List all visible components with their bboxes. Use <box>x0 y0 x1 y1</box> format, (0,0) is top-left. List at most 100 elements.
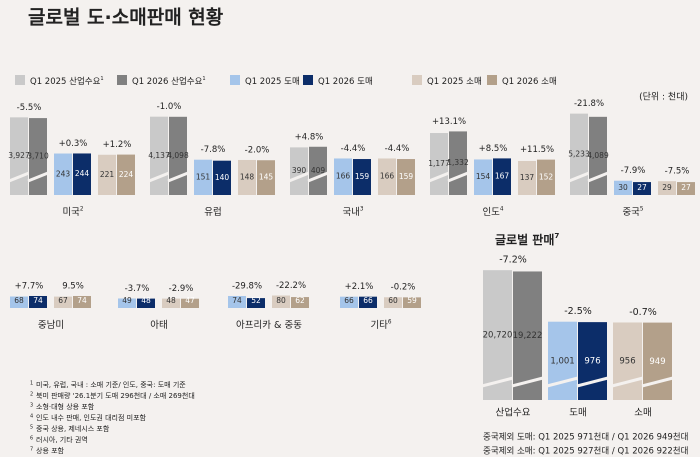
value-label: 976 <box>584 357 600 367</box>
legend-label-note: 1 <box>100 76 103 82</box>
region-label-text: 국내 <box>342 207 359 218</box>
legend-swatch <box>230 75 240 85</box>
change-label: -4.4% <box>385 144 410 154</box>
value-label: 52 <box>251 296 261 305</box>
footnote-number: 7 <box>30 447 33 453</box>
footnote-text: 러시아, 기타 권역 <box>36 435 88 444</box>
bar <box>633 182 651 195</box>
change-label: -0.2% <box>391 283 416 293</box>
region-label-text: 인도 <box>482 207 500 218</box>
value-label: 74 <box>77 296 87 305</box>
value-label: 224 <box>119 170 134 179</box>
value-label: 27 <box>681 183 691 192</box>
bar <box>10 296 28 308</box>
footnote-number: 5 <box>30 425 33 431</box>
bar <box>578 322 607 400</box>
bar <box>397 159 415 195</box>
bar <box>54 153 72 195</box>
footnote-number: 2 <box>30 392 33 398</box>
change-label: +8.5% <box>479 144 508 154</box>
value-label: 148 <box>240 172 255 181</box>
region-label: 중국5 <box>622 206 643 217</box>
value-label: 221 <box>100 170 115 179</box>
bar <box>213 160 231 195</box>
axis-break <box>8 171 30 183</box>
value-label: 152 <box>539 172 554 181</box>
change-label: -7.9% <box>621 166 646 176</box>
bar <box>474 159 492 195</box>
change-label: -7.8% <box>201 145 226 155</box>
legend-swatch <box>303 75 313 85</box>
legend-swatch <box>117 75 127 85</box>
footnote-text: 미국, 유럽, 국내 : 소매 기준/ 인도, 중국: 도매 기준 <box>36 380 186 389</box>
page-title: 글로벌 도·소매판매 현황 <box>28 6 224 29</box>
change-label: +1.2% <box>103 140 132 150</box>
value-label: 4,089 <box>587 151 609 160</box>
value-label: 166 <box>336 172 351 181</box>
bar <box>117 154 135 195</box>
legend-swatch <box>412 75 422 85</box>
global-note: 중국제외 도매: Q1 2025 971천대 / Q1 2026 949천대 <box>483 432 688 443</box>
legend-label: Q1 2026 소매 <box>502 77 557 87</box>
value-label: 137 <box>520 173 535 182</box>
global-note: 중국제외 소매: Q1 2025 927천대 / Q1 2026 922천대 <box>483 446 688 457</box>
value-label: 159 <box>399 172 414 181</box>
region-label: 아프리카 & 중동 <box>236 320 302 331</box>
bar <box>309 146 327 195</box>
value-label: 59 <box>407 296 417 305</box>
region-label: 미국2 <box>62 206 83 217</box>
value-label: 80 <box>276 296 286 305</box>
footnote-number: 6 <box>30 436 33 442</box>
change-label: +4.8% <box>295 132 324 142</box>
change-label: +13.1% <box>432 117 466 127</box>
change-label: -2.5% <box>564 306 592 317</box>
value-label: 159 <box>355 172 370 181</box>
region-label: 아태 <box>150 320 167 331</box>
bar <box>181 298 199 308</box>
bar <box>29 295 47 308</box>
region-label-text: 아태 <box>150 320 167 331</box>
axis-break <box>511 376 544 388</box>
bar <box>238 159 256 195</box>
axis-break <box>481 376 514 388</box>
legend-label-text: Q1 2026 도매 <box>318 77 373 87</box>
change-label: -7.5% <box>665 167 690 177</box>
bar <box>353 159 371 195</box>
category-label: 산업수요 <box>496 407 531 419</box>
bar <box>162 298 180 308</box>
bar <box>384 297 402 308</box>
bar <box>548 321 577 400</box>
value-label: 60 <box>388 296 398 305</box>
bar <box>614 180 632 195</box>
value-label: 67 <box>58 296 68 305</box>
axis-break <box>167 171 189 183</box>
legend-label: Q1 2026 도매 <box>318 77 373 87</box>
bar <box>272 295 290 308</box>
footnote-text: 소형·대형 상용 포함 <box>36 402 95 411</box>
value-label: 19,222 <box>513 331 543 341</box>
region-label-text: 중국 <box>622 207 640 218</box>
region-label-note: 3 <box>360 206 364 212</box>
region-label-text: 유럽 <box>204 207 221 218</box>
bar <box>378 158 396 195</box>
region-label-text: 미국 <box>62 207 80 218</box>
axis-break <box>641 376 674 388</box>
change-label: +7.7% <box>15 281 44 291</box>
region-label: 중남미 <box>38 320 64 331</box>
value-label: 27 <box>637 183 647 192</box>
change-label: +11.5% <box>520 145 554 155</box>
change-label: -1.0% <box>157 102 182 112</box>
bar <box>403 297 421 308</box>
change-label: -2.9% <box>169 284 194 294</box>
value-label: 166 <box>380 172 395 181</box>
bar <box>290 147 308 195</box>
value-label: 20,720 <box>483 331 513 341</box>
section-title-text: 글로벌 판매 <box>495 232 554 247</box>
bar <box>658 181 676 195</box>
legend-label: Q1 2025 산업수요1 <box>30 76 104 87</box>
legend-swatch <box>15 75 25 85</box>
region-label: 기타6 <box>370 319 391 330</box>
value-label: 48 <box>166 296 176 305</box>
legend-label: Q1 2026 산업수요1 <box>132 76 206 87</box>
value-label: 30 <box>618 183 628 192</box>
